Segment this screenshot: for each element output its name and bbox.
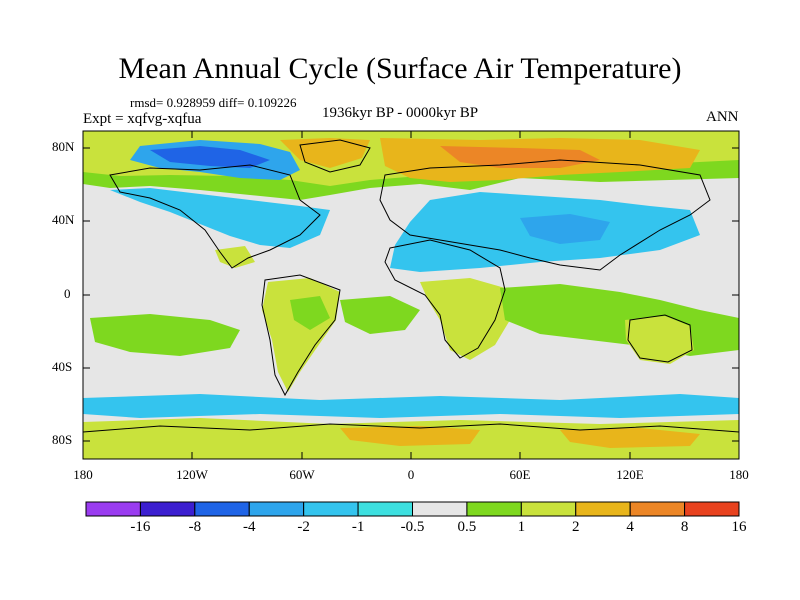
- field-region-africa-yellow: [420, 278, 510, 360]
- coast-north-america: [109, 164, 321, 269]
- field-region-tibet-blue: [520, 214, 610, 244]
- colorbar-swatch: [194, 501, 250, 517]
- coast-greenland: [299, 139, 371, 173]
- field-region-na-cyan: [110, 188, 330, 248]
- lon-tick-label: 180: [729, 467, 749, 482]
- page-title: Mean Annual Cycle (Surface Air Temperatu…: [118, 52, 682, 85]
- field-region-samerica-green: [290, 296, 330, 330]
- colorbar-swatch: [466, 501, 522, 517]
- coast-africa: [384, 239, 506, 359]
- colorbar-swatch: [357, 501, 414, 517]
- field-region-australia-yellow: [625, 316, 694, 364]
- colorbar-swatch: [684, 501, 740, 517]
- colorbar-swatch: [412, 501, 468, 517]
- field-region-antarctica-orange: [340, 426, 480, 446]
- field-region-greenland-orange: [280, 138, 370, 168]
- coast-australia: [627, 314, 693, 363]
- field-region-atlantic-green: [340, 296, 420, 334]
- season-label: ANN: [706, 109, 739, 125]
- lon-tick-label: 180: [73, 467, 93, 482]
- experiment-label: Expt = xqfvg-xqfua: [83, 111, 202, 127]
- colorbar-label: 2: [572, 519, 580, 535]
- lat-tick-label: 80N: [52, 139, 75, 154]
- colorbar-label: -16: [130, 519, 151, 535]
- lon-tick-label: 60E: [509, 467, 531, 482]
- colorbar-swatch: [139, 501, 196, 517]
- lon-tick-label: 120W: [176, 467, 208, 482]
- colorbar-label: -8: [188, 519, 202, 535]
- colorbar-label: -0.5: [400, 519, 425, 535]
- colorbar-label: -2: [297, 519, 310, 535]
- colorbar-label: -4: [243, 519, 256, 535]
- field-region-canada-darkblue: [150, 146, 270, 168]
- field-region-southern-cyan: [83, 394, 739, 418]
- lon-tick-label: 120E: [616, 467, 644, 482]
- lat-tick-label: 40N: [52, 212, 75, 227]
- tick-marks: [83, 131, 739, 459]
- lon-tick-label: 0: [407, 467, 415, 482]
- coastlines: [83, 139, 739, 433]
- colorbar-label: 4: [626, 519, 634, 535]
- colorbar-label: 8: [680, 519, 689, 535]
- field-region-mexico-yellow: [215, 246, 255, 268]
- lat-tick-label: 0: [64, 286, 71, 301]
- lat-tick-label: 40S: [52, 359, 73, 374]
- colorbar-label: -1: [351, 519, 365, 535]
- field-region-antarctica-orange-2: [560, 428, 700, 448]
- colorbar-label: 16: [731, 519, 747, 535]
- colorbar-swatch: [629, 501, 686, 517]
- coast-south-america: [261, 274, 341, 397]
- coast-antarctica: [83, 423, 739, 433]
- colorbar-label: 1: [517, 519, 526, 535]
- lon-tick-label: 60W: [289, 467, 315, 482]
- stats-text: rmsd= 0.928959 diff= 0.109226: [130, 95, 297, 110]
- colorbar-swatch: [85, 501, 141, 517]
- colorbar-label: 0.5: [457, 519, 477, 535]
- period-label: 1936kyr BP - 0000kyr BP: [322, 105, 479, 121]
- coast-eurasia: [379, 159, 711, 271]
- colorbar-swatch: [303, 501, 359, 517]
- lat-tick-label: 80S: [52, 432, 73, 447]
- colorbar: [85, 501, 740, 517]
- field-region-siberia-red: [440, 146, 600, 168]
- colorbar-swatch: [520, 501, 577, 517]
- colorbar-swatch: [575, 501, 631, 517]
- colorbar-swatch: [248, 501, 305, 517]
- field-region-pacific-green: [90, 314, 240, 356]
